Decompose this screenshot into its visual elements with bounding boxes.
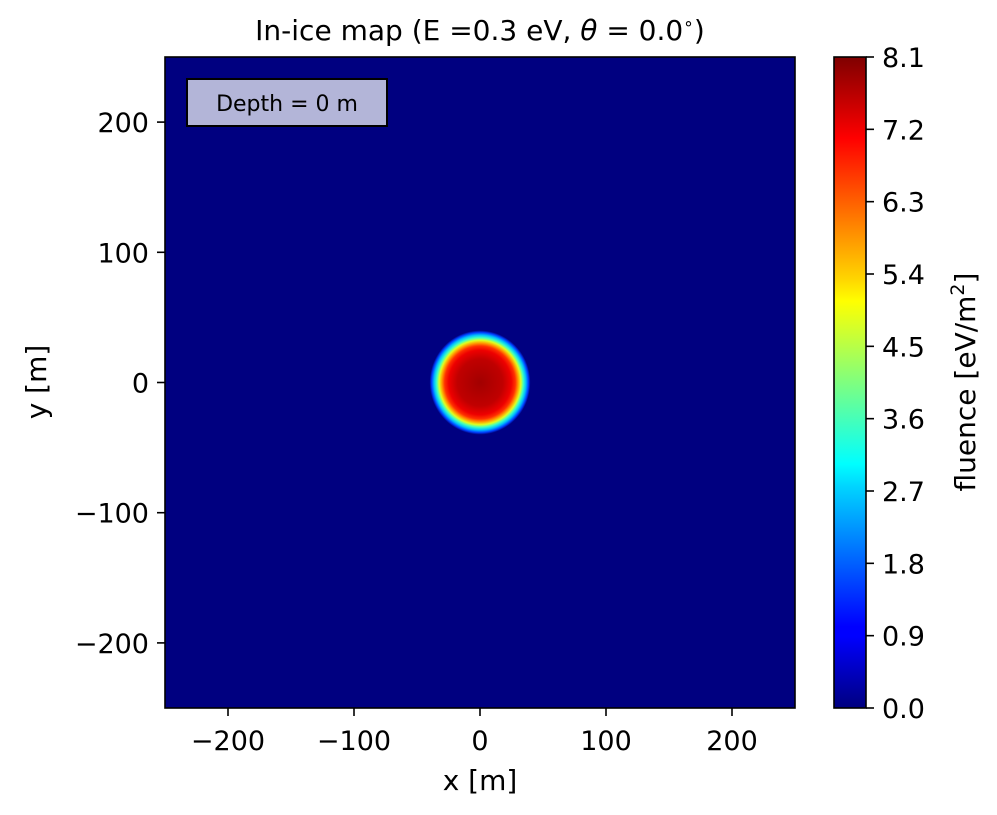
colorbar-tick-label: 2.7 xyxy=(882,477,925,508)
colorbar-tick-label: 5.4 xyxy=(882,260,925,291)
y-tick-label: 100 xyxy=(97,238,149,269)
x-tick-label: −200 xyxy=(191,726,265,757)
colorbar-tick-label: 1.8 xyxy=(882,549,925,580)
colorbar-tick-label: 6.3 xyxy=(882,188,925,219)
fluence-footprint-spot xyxy=(429,330,531,435)
colorbar-tick-label: 4.5 xyxy=(882,332,925,363)
colorbar-frame xyxy=(833,56,867,709)
y-axis: −200 −100 0 100 200 xyxy=(75,108,165,660)
colorbar-tick-label: 3.6 xyxy=(882,405,925,436)
colorbar-tick-label: 0.9 xyxy=(882,622,925,653)
y-tick-label: 0 xyxy=(132,369,149,400)
colorbar-ticks: 0.0 0.9 1.8 2.7 3.6 4.5 5.4 6.3 7.2 8.1 xyxy=(866,43,925,725)
y-tick-label: −200 xyxy=(75,629,149,660)
x-tick-label: 0 xyxy=(471,726,488,757)
depth-annotation-box xyxy=(186,78,388,127)
depth-annotation-text: Depth = 0 m xyxy=(216,92,358,117)
colorbar-gradient xyxy=(834,57,866,708)
chart-title: In-ice map (E =0.3 eV, θ = 0.0∘) xyxy=(255,14,705,47)
colorbar-tick-label: 8.1 xyxy=(882,43,925,74)
colorbar-tick-label: 0.0 xyxy=(882,694,925,725)
y-tick-label: −100 xyxy=(75,499,149,530)
x-tick-label: 100 xyxy=(580,726,632,757)
x-tick-label: −100 xyxy=(317,726,391,757)
y-tick-label: 200 xyxy=(97,108,149,139)
plot-area xyxy=(164,56,796,709)
depth-annotation: Depth = 0 m xyxy=(186,78,388,127)
colorbar-tick-label: 7.2 xyxy=(882,115,925,146)
x-axis: −200 −100 0 100 200 xyxy=(191,708,758,757)
x-tick-label: 200 xyxy=(706,726,758,757)
colorbar-label: fluence [eV/m2] xyxy=(947,273,982,492)
x-axis-label: x [m] xyxy=(443,764,518,797)
colorbar: 0.0 0.9 1.8 2.7 3.6 4.5 5.4 6.3 7.2 8.1 fluence [… xyxy=(833,43,982,725)
y-axis-label: y [m] xyxy=(20,345,53,420)
